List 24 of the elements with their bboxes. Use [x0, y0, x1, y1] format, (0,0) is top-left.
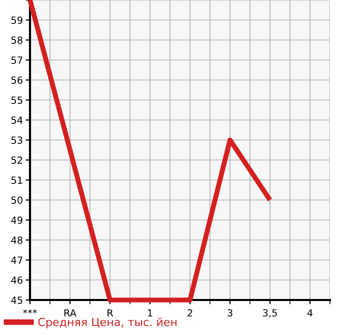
- x-tick-label: RA: [64, 309, 76, 316]
- x-tick-label: 2: [188, 309, 192, 316]
- y-tick-label: 48: [11, 236, 22, 244]
- y-tick-label: 52: [11, 156, 22, 164]
- y-tick-label: 56: [11, 76, 22, 84]
- y-tick-label: 57: [11, 56, 22, 64]
- y-tick-label: 47: [11, 256, 22, 264]
- legend-label: Средняя Цена, тыс. йен: [38, 318, 176, 328]
- x-tick-label: 3: [228, 309, 232, 317]
- y-tick-label: 50: [11, 196, 22, 204]
- x-tick-label: 3,5: [263, 309, 277, 318]
- y-tick-label: 49: [11, 216, 22, 224]
- y-tick-label: 53: [11, 136, 22, 144]
- y-tick-label: 59: [11, 16, 22, 24]
- y-tick-label: 51: [11, 176, 22, 184]
- x-tick-label: 4: [307, 309, 313, 316]
- x-tick-label: ***: [23, 309, 37, 314]
- y-tick-label: 54: [11, 116, 23, 124]
- x-tick-label: R: [108, 309, 114, 316]
- y-tick-label: 45: [11, 296, 22, 304]
- y-tick-label: 55: [11, 96, 22, 104]
- y-tick-label: 58: [11, 36, 22, 44]
- y-tick-label: 46: [11, 276, 22, 284]
- x-tick-label: 1: [148, 309, 152, 316]
